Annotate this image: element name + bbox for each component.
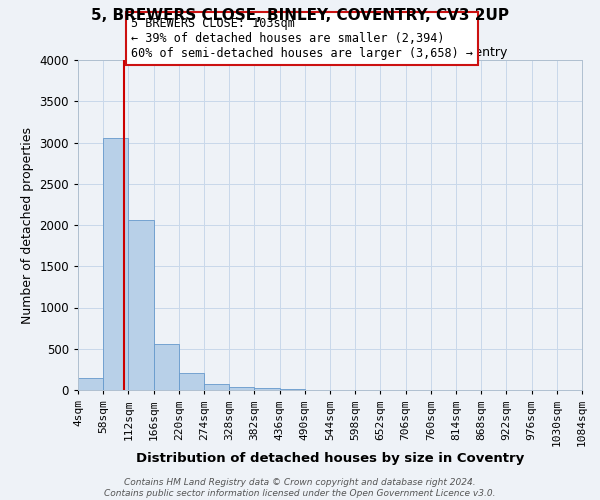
Bar [78, 378, 103, 390]
Bar [280, 389, 305, 390]
X-axis label: Distribution of detached houses by size in Coventry: Distribution of detached houses by size … [136, 452, 524, 465]
Bar [204, 384, 229, 390]
Bar [154, 344, 179, 390]
Y-axis label: Number of detached properties: Number of detached properties [21, 126, 34, 324]
Bar [179, 372, 204, 390]
Title: Size of property relative to detached houses in Coventry: Size of property relative to detached ho… [153, 46, 507, 59]
Text: 5, BREWERS CLOSE, BINLEY, COVENTRY, CV3 2UP: 5, BREWERS CLOSE, BINLEY, COVENTRY, CV3 … [91, 8, 509, 22]
Bar [229, 386, 254, 390]
Text: Contains HM Land Registry data © Crown copyright and database right 2024.
Contai: Contains HM Land Registry data © Crown c… [104, 478, 496, 498]
Bar [128, 220, 154, 390]
Bar [254, 388, 280, 390]
Text: 5 BREWERS CLOSE: 103sqm
← 39% of detached houses are smaller (2,394)
60% of semi: 5 BREWERS CLOSE: 103sqm ← 39% of detache… [131, 17, 473, 60]
Bar [103, 138, 128, 390]
